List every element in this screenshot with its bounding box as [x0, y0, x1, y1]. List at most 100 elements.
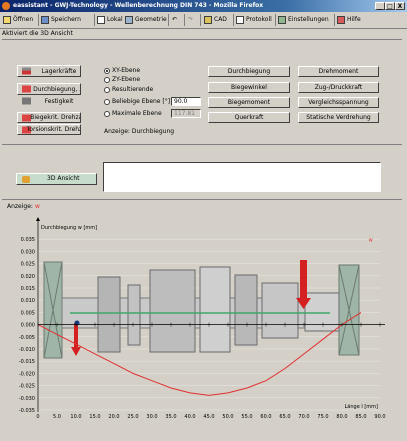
- protocol-button[interactable]: Protokoll: [236, 14, 272, 26]
- shear-force-button[interactable]: Querkraft: [208, 112, 290, 123]
- redo-button[interactable]: ↷: [188, 16, 194, 23]
- max-plane-angle-input: 117.81: [171, 109, 201, 118]
- bearing-icon: [22, 67, 31, 75]
- force-arrow-head: [296, 298, 311, 309]
- x-tick-label: 80.0: [336, 414, 347, 420]
- chart-grid: [38, 238, 380, 411]
- wave-icon: [22, 114, 31, 121]
- any-plane-angle-input[interactable]: 90.0: [171, 97, 201, 106]
- help-button[interactable]: Hilfe: [337, 14, 361, 26]
- radio-zy-plane[interactable]: ZY-Ebene: [104, 76, 140, 83]
- radio-xy-plane[interactable]: XY-Ebene: [104, 67, 140, 74]
- force-arrow-head: [71, 347, 81, 356]
- stiffness-label: Festigkeit: [44, 97, 74, 105]
- folder-icon: [3, 15, 11, 24]
- y-axis-arrow: [36, 217, 40, 221]
- chart-anzeige-label: Anzeige:: [7, 203, 33, 210]
- document-icon: [236, 15, 244, 24]
- toolbar-separator: [168, 14, 169, 26]
- right-bearing-cross: [338, 264, 360, 356]
- open-label: Öffnen: [13, 16, 34, 23]
- y-tick-label: -0.015: [19, 359, 35, 365]
- torsion-critical-label: Torsionskrit. Drehzahl: [26, 126, 80, 133]
- bearing-forces-label: Lagerkräfte: [41, 67, 77, 75]
- y-tick-label: -0.025: [19, 384, 35, 390]
- toolbar-separator: [233, 14, 234, 26]
- y-tick-label: 0.000: [21, 323, 35, 329]
- open-button[interactable]: Öffnen: [3, 14, 33, 26]
- x-tick-label: 40.0: [184, 414, 195, 420]
- local-checkbox[interactable]: Lokal: [97, 14, 123, 26]
- x-tick-label: 65.0: [279, 414, 290, 420]
- zy-plane-label: ZY-Ebene: [112, 76, 141, 83]
- y-tick-label: 0.030: [21, 249, 35, 255]
- x-tick-label: 10.0: [70, 414, 81, 420]
- settings-button[interactable]: Einstellungen: [278, 14, 329, 26]
- save-icon: [41, 15, 49, 24]
- radio-indicator: [104, 98, 110, 105]
- settings-label: Einstellungen: [288, 16, 329, 23]
- radio-indicator: [104, 86, 110, 93]
- divider: [2, 39, 402, 40]
- save-button[interactable]: Speichern: [41, 14, 81, 26]
- deflection-icon: [22, 85, 31, 93]
- x-tick-label: 30.0: [146, 414, 157, 420]
- checkbox-icon: [97, 15, 105, 24]
- x-tick-label: 85.0: [355, 414, 366, 420]
- bearing-forces-button[interactable]: Lagerkräfte: [17, 65, 81, 77]
- static-twist-button[interactable]: Statische Verdrehung: [298, 112, 379, 123]
- close-button[interactable]: X: [395, 2, 405, 10]
- y-tick-label: -0.030: [19, 396, 35, 402]
- cad-icon: [204, 15, 212, 24]
- deflection-options-button[interactable]: Durchbiegung, ...: [17, 83, 81, 95]
- cad-label: CAD: [214, 16, 227, 23]
- deflection-button[interactable]: Durchbiegung: [208, 66, 290, 77]
- x-tick-label: 55.0: [241, 414, 252, 420]
- divider: [2, 199, 402, 200]
- minimize-button[interactable]: _: [375, 2, 385, 10]
- display-mode-text: Anzeige: Durchbiegung: [104, 128, 175, 135]
- 3d-view-label: 3D Ansicht: [47, 175, 80, 182]
- equivalent-stress-button[interactable]: Vergleichsspannung: [298, 97, 379, 108]
- toolbar-separator: [334, 14, 335, 26]
- tension-compression-button[interactable]: Zug-/Druckkraft: [298, 82, 379, 93]
- firefox-icon: [2, 2, 10, 10]
- shaft-collar: [127, 284, 141, 346]
- maximize-button[interactable]: □: [385, 2, 395, 10]
- y-tick-label: -0.035: [19, 408, 35, 414]
- any-plane-label: Beliebige Ebene [°]: [112, 98, 171, 105]
- force-arrow: [74, 323, 78, 351]
- y-tick-label: -0.020: [19, 371, 35, 377]
- x-tick-label: 75.0: [317, 414, 328, 420]
- y-tick-label: -0.005: [19, 335, 35, 341]
- bending-moment-button[interactable]: Biegemoment: [208, 97, 290, 108]
- stiffness-icon: [22, 97, 31, 105]
- radio-resulting[interactable]: Resultierende: [104, 86, 153, 93]
- 3d-view-panel: [103, 162, 381, 192]
- torsion-critical-speed-button[interactable]: Torsionskrit. Drehzahl: [17, 124, 81, 135]
- cad-button[interactable]: CAD: [204, 14, 227, 26]
- window-title: eassistant - GWJ-Technology - Wellenbere…: [13, 2, 264, 9]
- radio-any-plane[interactable]: Beliebige Ebene [°]: [104, 98, 170, 105]
- xy-plane-label: XY-Ebene: [112, 67, 141, 74]
- undo-button[interactable]: ↶: [172, 16, 178, 23]
- bending-angle-button[interactable]: Biegewinkel: [208, 82, 290, 93]
- toolbar: Öffnen Speichern Lokal Geometrie ↶ ↷ CAD…: [0, 12, 407, 29]
- stiffness-button[interactable]: Festigkeit: [17, 96, 81, 106]
- toolbar-separator: [38, 14, 39, 26]
- x-tick-label: 15.0: [89, 414, 100, 420]
- toolbar-separator: [184, 14, 185, 26]
- torque-button[interactable]: Drehmoment: [298, 66, 379, 77]
- help-icon: [337, 15, 345, 24]
- window-titlebar: eassistant - GWJ-Technology - Wellenbere…: [0, 0, 407, 12]
- y-tick-label: 0.015: [21, 286, 35, 292]
- radio-max-plane[interactable]: Maximale Ebene: [104, 110, 162, 117]
- deflection-chart: 0.035 0.030 0.025 0.020 0.015 0.010 0.005 0.000…: [19, 217, 386, 420]
- y-tick-label: 0.010: [21, 298, 35, 304]
- resulting-label: Resultierende: [112, 86, 154, 93]
- x-tick-label: 45.0: [203, 414, 214, 420]
- bending-critical-speed-button[interactable]: Biegekrit. Drehzahl: [17, 112, 81, 123]
- left-bearing-cross: [43, 261, 63, 359]
- geometry-button[interactable]: Geometrie: [125, 14, 167, 26]
- 3d-view-button[interactable]: 3D Ansicht: [16, 173, 97, 185]
